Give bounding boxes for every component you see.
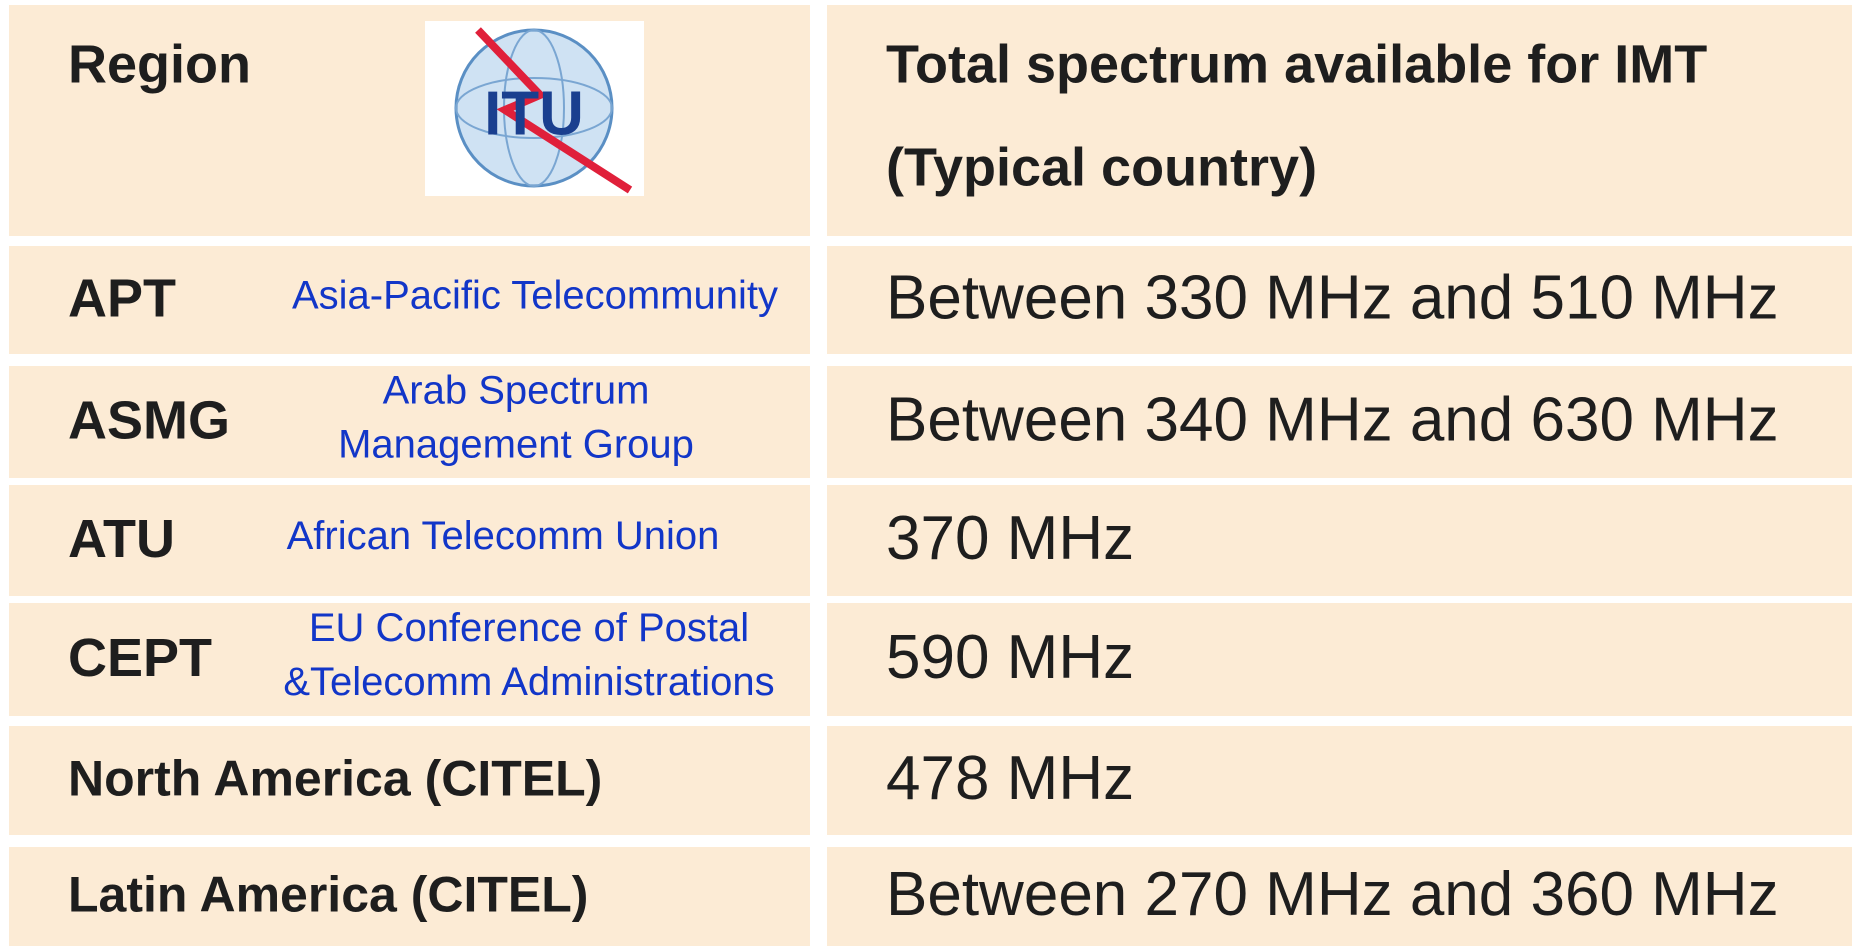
spectrum: 370 MHz — [886, 504, 1134, 573]
spectrum: 478 MHz — [886, 744, 1134, 813]
row-cell — [9, 726, 810, 835]
row-cell — [9, 485, 810, 596]
region-full-name: &Telecomm Administrations — [283, 660, 774, 704]
region-full-name: Asia-Pacific Telecommunity — [292, 274, 778, 318]
row-cell — [9, 366, 810, 478]
row-cell — [9, 246, 810, 354]
header-spectrum: (Typical country) — [886, 137, 1317, 197]
region-code: Latin America (CITEL) — [68, 867, 588, 923]
header-cell — [827, 5, 1852, 236]
spectrum: 590 MHz — [886, 623, 1134, 692]
logo-text: ITU — [484, 79, 584, 148]
header-cell — [9, 5, 810, 236]
spectrum: Between 340 MHz and 630 MHz — [886, 385, 1779, 454]
region-code: ASMG — [68, 390, 230, 450]
row-cell — [9, 603, 810, 716]
region-full-name: EU Conference of Postal — [309, 606, 749, 650]
itu-logo: ITU — [425, 21, 644, 196]
region-code: North America (CITEL) — [68, 751, 602, 807]
row-cell — [827, 366, 1852, 478]
row-cell — [827, 246, 1852, 354]
row-cell — [9, 847, 810, 946]
header-region: Region — [68, 34, 251, 94]
spectrum: Between 330 MHz and 510 MHz — [886, 263, 1779, 332]
header-spectrum: Total spectrum available for IMT — [886, 34, 1707, 94]
rows: APT Asia-Pacific Telecommunity Between 330… — [9, 246, 1852, 946]
region-code: APT — [68, 268, 176, 328]
spectrum: Between 270 MHz and 360 MHz — [886, 860, 1779, 929]
region-full-name: African Telecomm Union — [287, 514, 720, 558]
row-cell — [827, 847, 1852, 946]
region-full-name: Management Group — [338, 423, 694, 467]
row-cell — [827, 603, 1852, 716]
region-code: ATU — [68, 509, 175, 569]
row-cell — [827, 485, 1852, 596]
row-cell — [827, 726, 1852, 835]
region-full-name: Arab Spectrum — [383, 369, 650, 413]
region-code: CEPT — [68, 628, 212, 688]
